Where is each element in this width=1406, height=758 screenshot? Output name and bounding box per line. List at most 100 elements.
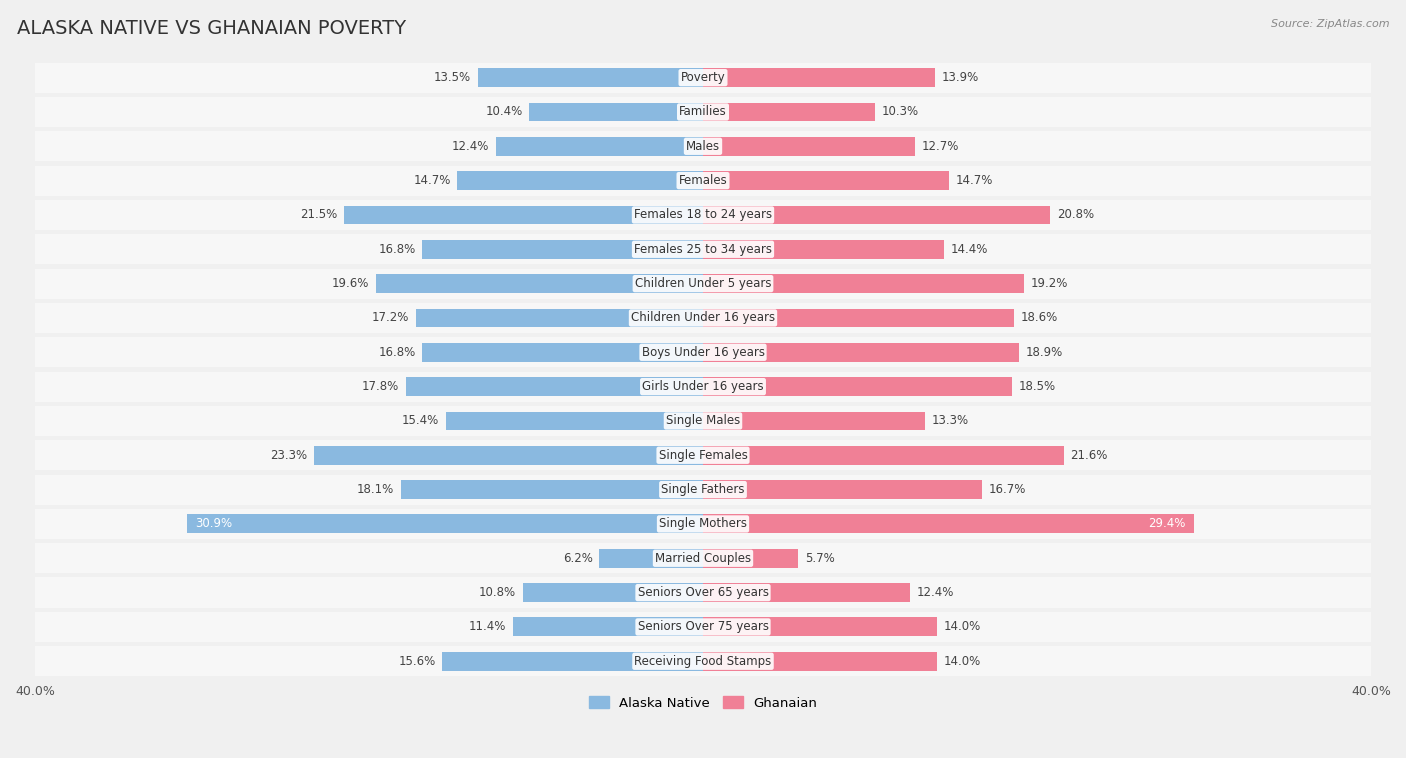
Bar [314,446,703,465]
Text: 14.4%: 14.4% [950,243,987,255]
Bar [35,337,1371,368]
Text: Single Fathers: Single Fathers [661,483,745,496]
Bar [35,509,1371,539]
Bar [35,97,1371,127]
Text: 14.7%: 14.7% [955,174,993,187]
Text: 21.5%: 21.5% [299,208,337,221]
Text: Families: Families [679,105,727,118]
Text: Females: Females [679,174,727,187]
Text: 29.4%: 29.4% [1149,518,1185,531]
Text: Girls Under 16 years: Girls Under 16 years [643,380,763,393]
Text: 15.4%: 15.4% [402,415,439,428]
Bar [703,171,949,190]
Bar [703,102,875,121]
Text: 10.8%: 10.8% [479,586,516,599]
Text: Seniors Over 75 years: Seniors Over 75 years [637,621,769,634]
Text: Boys Under 16 years: Boys Under 16 years [641,346,765,359]
Bar [344,205,703,224]
Bar [703,68,935,87]
Bar [406,377,703,396]
Text: Single Mothers: Single Mothers [659,518,747,531]
Text: 12.4%: 12.4% [451,139,489,153]
Bar [35,131,1371,161]
Bar [35,406,1371,436]
Bar [457,171,703,190]
Bar [35,578,1371,608]
Bar [35,268,1371,299]
Text: 18.5%: 18.5% [1019,380,1056,393]
Bar [35,165,1371,196]
Text: 23.3%: 23.3% [270,449,307,462]
Bar [35,303,1371,333]
Bar [375,274,703,293]
Bar [187,515,703,534]
Text: Married Couples: Married Couples [655,552,751,565]
Text: 21.6%: 21.6% [1070,449,1108,462]
Text: 18.6%: 18.6% [1021,312,1057,324]
Text: Single Males: Single Males [666,415,740,428]
Bar [703,480,981,499]
Bar [529,102,703,121]
Bar [703,446,1064,465]
Bar [703,618,936,637]
Bar [703,515,1194,534]
Text: 16.8%: 16.8% [378,346,416,359]
Text: 14.0%: 14.0% [943,655,981,668]
Bar [35,63,1371,92]
Bar [703,412,925,431]
Bar [35,200,1371,230]
Text: 16.8%: 16.8% [378,243,416,255]
Text: Seniors Over 65 years: Seniors Over 65 years [637,586,769,599]
Text: 10.3%: 10.3% [882,105,920,118]
Text: 15.6%: 15.6% [398,655,436,668]
Text: 13.5%: 13.5% [433,71,471,84]
Bar [478,68,703,87]
Bar [35,234,1371,265]
Text: Receiving Food Stamps: Receiving Food Stamps [634,655,772,668]
Text: 30.9%: 30.9% [195,518,232,531]
Bar [35,371,1371,402]
Text: 13.9%: 13.9% [942,71,979,84]
Text: Source: ZipAtlas.com: Source: ZipAtlas.com [1271,19,1389,29]
Bar [446,412,703,431]
Bar [703,274,1024,293]
Text: 19.6%: 19.6% [332,277,368,290]
Bar [496,137,703,155]
Text: Females 25 to 34 years: Females 25 to 34 years [634,243,772,255]
Text: 14.0%: 14.0% [943,621,981,634]
Text: 14.7%: 14.7% [413,174,451,187]
Bar [513,618,703,637]
Text: 19.2%: 19.2% [1031,277,1067,290]
Bar [703,205,1050,224]
Text: ALASKA NATIVE VS GHANAIAN POVERTY: ALASKA NATIVE VS GHANAIAN POVERTY [17,19,406,38]
Legend: Alaska Native, Ghanaian: Alaska Native, Ghanaian [583,691,823,715]
Text: 12.4%: 12.4% [917,586,955,599]
Text: 17.2%: 17.2% [371,312,409,324]
Text: 5.7%: 5.7% [804,552,835,565]
Text: 17.8%: 17.8% [361,380,399,393]
Bar [422,343,703,362]
Text: 20.8%: 20.8% [1057,208,1094,221]
Text: 16.7%: 16.7% [988,483,1026,496]
Text: Females 18 to 24 years: Females 18 to 24 years [634,208,772,221]
Bar [401,480,703,499]
Bar [703,549,799,568]
Bar [703,240,943,258]
Bar [703,583,910,602]
Bar [523,583,703,602]
Text: Males: Males [686,139,720,153]
Bar [443,652,703,671]
Bar [599,549,703,568]
Bar [422,240,703,258]
Text: 11.4%: 11.4% [468,621,506,634]
Text: 12.7%: 12.7% [922,139,959,153]
Text: 18.1%: 18.1% [357,483,394,496]
Bar [703,343,1019,362]
Bar [703,137,915,155]
Text: 18.9%: 18.9% [1025,346,1063,359]
Bar [35,475,1371,505]
Bar [703,309,1014,327]
Text: 10.4%: 10.4% [485,105,523,118]
Bar [416,309,703,327]
Bar [703,377,1012,396]
